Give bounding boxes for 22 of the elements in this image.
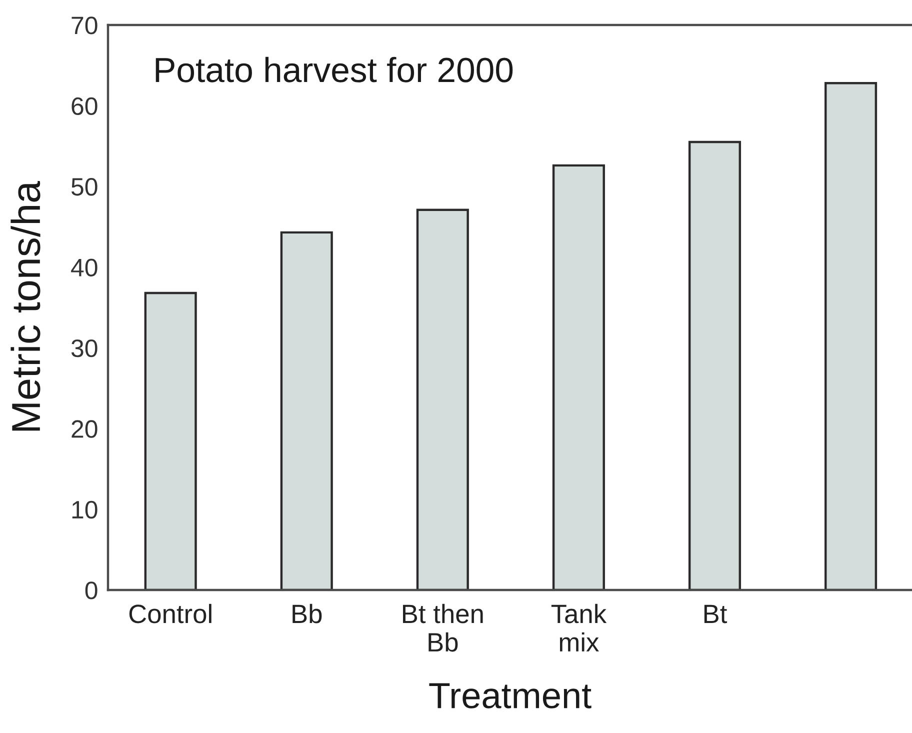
text: Potato harvest for 2000: [156, 56, 513, 82]
y-tick-label: 20: [72, 420, 98, 438]
bar: [824, 82, 878, 590]
bar: [280, 231, 333, 590]
x-tick-label: Control: [129, 604, 212, 624]
bar: [688, 140, 742, 590]
y-tick-label: 60: [72, 97, 98, 116]
y-tick-label: 10: [72, 500, 98, 519]
y-axis-title: Metric tons/ha: [10, 181, 40, 431]
x-tick-label: Bb: [292, 604, 322, 624]
y-tick-label: 0: [85, 582, 98, 600]
x-tick-label: Tank mix: [551, 604, 607, 652]
y-tick-label: 70: [72, 16, 98, 34]
y-tick-label: 30: [71, 339, 98, 358]
bar: [552, 164, 605, 590]
y-tick-label: 50: [71, 178, 98, 196]
x-tick-label: Bt: [704, 604, 728, 624]
y-tick-label: 40: [71, 258, 98, 276]
bar: [144, 292, 197, 590]
x-tick-label: Bt then Bb: [403, 604, 483, 652]
bar: [416, 208, 469, 590]
x-axis-title: Treatment: [429, 683, 592, 708]
